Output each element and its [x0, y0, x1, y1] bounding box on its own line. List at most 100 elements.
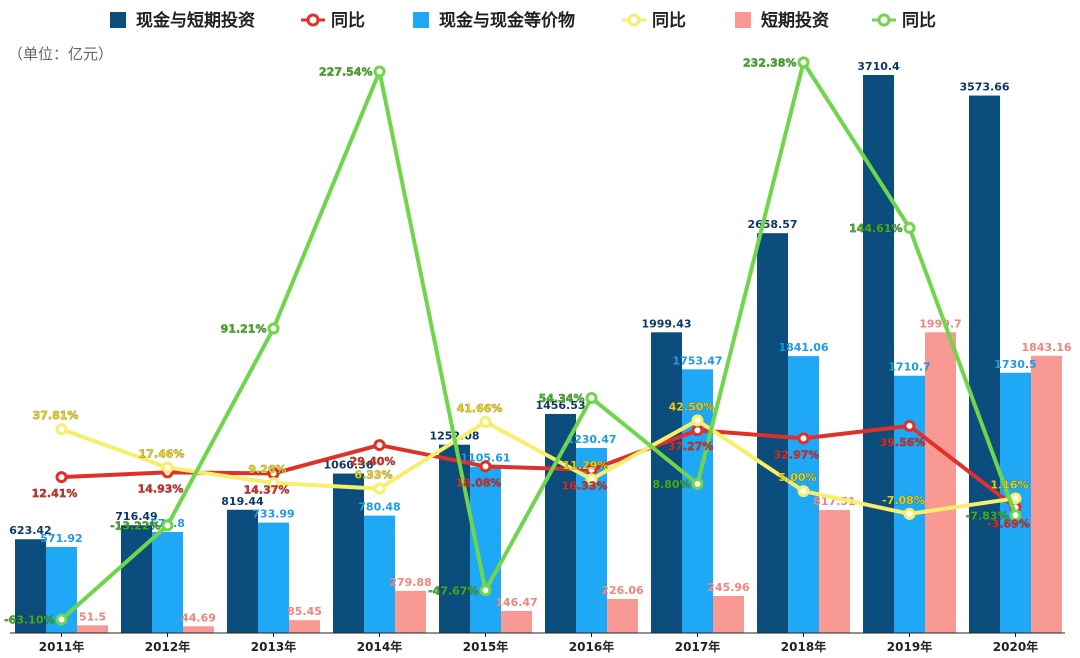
x-tick-label: 2011年	[39, 639, 84, 654]
yoy-value-label: 1.16%	[990, 478, 1028, 491]
bar	[894, 375, 925, 633]
x-tick-label: 2016年	[569, 639, 614, 654]
yoy-value-label: -63.10%	[4, 613, 54, 626]
yoy-marker	[373, 439, 386, 452]
yoy-value-label: 227.54%	[319, 65, 372, 78]
bar	[651, 332, 682, 633]
bar	[395, 590, 426, 633]
yoy-value-label: 37.27%	[668, 440, 714, 453]
bar	[819, 510, 850, 633]
yoy-value-label: -3.69%	[987, 517, 1030, 530]
legend-swatch-marker	[627, 13, 641, 27]
yoy-value-label: 41.66%	[457, 402, 503, 415]
legend-label: 现金与现金等价物	[439, 10, 575, 31]
bar-value-label: 2658.57	[747, 218, 797, 231]
yoy-value-label: 91.21%	[221, 323, 267, 336]
yoy-value-label: -47.67%	[428, 584, 478, 597]
legend-label: 同比	[902, 10, 936, 31]
bar	[15, 539, 46, 633]
bar-value-label: 1999.43	[641, 317, 691, 330]
x-tick-label: 2019年	[887, 639, 932, 654]
yoy-line	[60, 418, 1016, 516]
bar-value-label: 51.5	[79, 610, 106, 623]
yoy-value-label: 232.38%	[743, 56, 796, 69]
legend-swatch-marker	[877, 13, 891, 27]
yoy-marker	[797, 56, 810, 69]
yoy-marker	[479, 415, 492, 428]
yoy-value-label: 17.46%	[139, 448, 185, 461]
bar-value-label: 245.96	[707, 581, 750, 594]
x-tick-label: 2017年	[675, 639, 720, 654]
bar	[289, 620, 320, 633]
bar	[258, 522, 289, 633]
bar	[152, 531, 183, 633]
yoy-labels: 12.41% 14.93% 14.37% 29.40% 18.08% 16.33% 37.2…	[4, 56, 1030, 626]
bar-value-label: 226.06	[601, 584, 644, 597]
yoy-marker	[903, 507, 916, 520]
bar	[227, 509, 258, 633]
legend-swatch-bar	[735, 12, 751, 28]
bar	[757, 233, 788, 633]
yoy-value-label: 8.80%	[652, 478, 690, 491]
bar-value-label: 623.42	[9, 524, 51, 537]
yoy-value-label: 42.50%	[669, 400, 715, 413]
yoy-line	[61, 423, 1017, 510]
bar-value-label: 1060.36	[323, 459, 373, 472]
bar-value-label: 733.99	[252, 508, 294, 521]
legend-label: 同比	[652, 10, 686, 31]
yoy-value-label: -13.22%	[110, 519, 160, 532]
legend-label: 短期投资	[761, 10, 829, 31]
yoy-marker	[479, 460, 492, 473]
bars	[15, 75, 1062, 633]
bar	[863, 75, 894, 633]
legend-label: 现金与短期投资	[136, 10, 255, 31]
yoy-marker	[797, 485, 810, 498]
bar-value-label: 1843.16	[1021, 341, 1071, 354]
yoy-marker	[161, 461, 174, 474]
bar	[333, 473, 364, 633]
bar	[77, 625, 108, 633]
yoy-value-label: 9.26%	[248, 463, 286, 476]
bar-value-label: 44.69	[181, 611, 216, 624]
yoy-value-label: 37.81%	[33, 409, 79, 422]
bar-value-label: 1456.53	[535, 399, 585, 412]
bar	[501, 610, 532, 633]
bar-value-label: 1230.47	[566, 433, 616, 446]
yoy-value-label: 16.33%	[562, 480, 608, 493]
x-tick-label: 2015年	[463, 639, 508, 654]
yoy-marker	[373, 65, 386, 78]
bar-value-label: 780.48	[358, 501, 400, 514]
yoy-value-label: 18.08%	[456, 476, 502, 489]
yoy-marker	[1009, 509, 1022, 522]
yoy-marker	[267, 322, 280, 335]
x-tick-labels: 2011年 2012年 2013年 2014年 2015年 2016年 2017年 2018年…	[39, 633, 1038, 654]
yoy-value-label: 32.97%	[774, 448, 820, 461]
legend: 现金与短期投资 同比 现金与现金等价物 同比 短期投资 同比	[110, 10, 936, 31]
bar	[439, 444, 470, 633]
yoy-marker	[903, 419, 916, 432]
yoy-value-label: 5.00%	[778, 471, 816, 484]
bar-value-label: 819.44	[221, 495, 264, 508]
bar-value-label: 3710.4	[857, 60, 900, 73]
bar-value-label: 571.92	[40, 532, 82, 545]
yoy-value-label: 12.41%	[32, 487, 78, 500]
yoy-value-label: 14.37%	[244, 483, 290, 496]
yoy-value-label: -7.83%	[966, 509, 1009, 522]
legend-swatch-bar	[110, 12, 126, 28]
yoy-value-label: 144.61%	[849, 222, 902, 235]
bar-value-label: 146.47	[495, 596, 537, 609]
yoy-value-label: 54.34%	[539, 392, 585, 405]
yoy-value-label: 39.56%	[880, 436, 926, 449]
yoy-marker	[373, 482, 386, 495]
bar	[364, 515, 395, 633]
unit-label: （单位：亿元）	[8, 45, 113, 63]
bar	[682, 369, 713, 633]
bar	[969, 95, 1000, 633]
bar-value-label: 1999.7	[919, 317, 961, 330]
bar-value-label: 3573.66	[959, 81, 1009, 94]
bar	[183, 626, 214, 633]
bar-value-label: 1105.61	[460, 452, 510, 465]
yoy-value-label: 14.93%	[138, 482, 184, 495]
bar-value-label: 1710.7	[888, 361, 930, 374]
